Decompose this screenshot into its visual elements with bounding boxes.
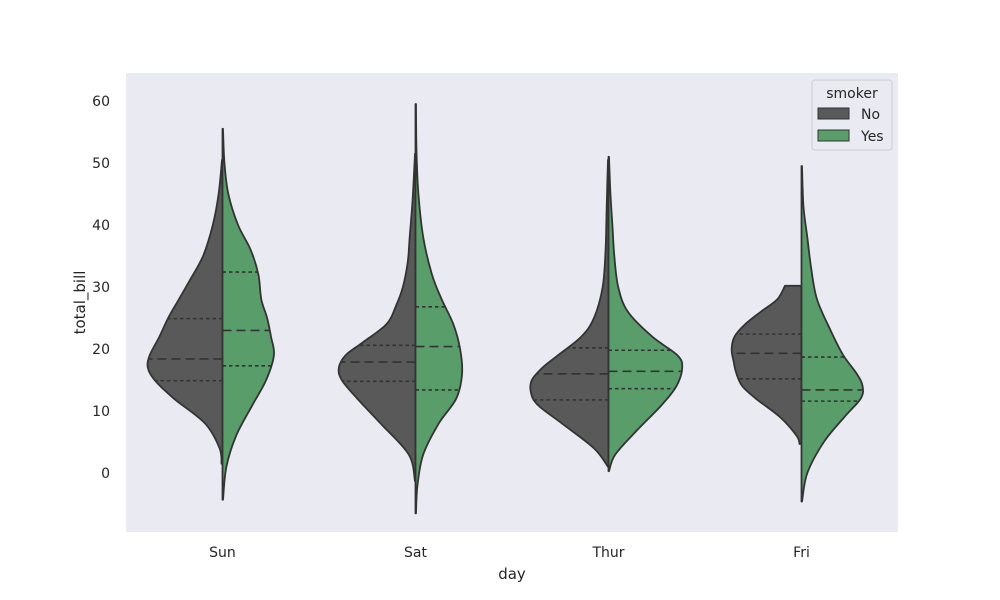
violin-sun-yes bbox=[221, 127, 275, 501]
y-tick-label: 30 bbox=[92, 280, 110, 296]
violin-thur-no bbox=[529, 158, 610, 468]
x-tick-label-thur: Thur bbox=[591, 545, 624, 561]
y-tick-label: 10 bbox=[92, 404, 110, 420]
legend-label-yes: Yes bbox=[860, 129, 884, 145]
x-tick-label-fri: Fri bbox=[793, 545, 810, 561]
violins-group bbox=[146, 103, 864, 515]
legend-label-no: No bbox=[861, 107, 880, 123]
violin-sun-no bbox=[146, 158, 224, 465]
violin-sat-yes bbox=[414, 103, 464, 515]
x-axis-ticks: Sun Sat Thur Fri bbox=[209, 545, 810, 561]
legend-swatch-no bbox=[817, 107, 850, 120]
violin-fri-no bbox=[730, 284, 803, 445]
legend: smoker No Yes bbox=[811, 79, 893, 151]
y-tick-label: 60 bbox=[92, 94, 110, 110]
y-tick-label: 20 bbox=[92, 342, 110, 358]
violin-sat-no bbox=[337, 152, 417, 483]
legend-title: smoker bbox=[826, 86, 878, 102]
y-axis-label: total_bill bbox=[71, 271, 90, 335]
x-axis-label: day bbox=[498, 565, 526, 583]
x-tick-label-sun: Sun bbox=[209, 545, 236, 561]
y-axis-ticks: 0 10 20 30 40 50 60 bbox=[92, 94, 110, 482]
y-tick-label: 40 bbox=[92, 218, 110, 234]
y-tick-label: 0 bbox=[101, 466, 110, 482]
quartile-lines-group bbox=[149, 271, 863, 402]
violin-fri-yes bbox=[800, 165, 864, 503]
legend-swatch-yes bbox=[817, 129, 850, 142]
violin-thur-yes bbox=[607, 155, 684, 473]
y-tick-label: 50 bbox=[92, 156, 110, 172]
x-tick-label-sat: Sat bbox=[404, 545, 427, 561]
